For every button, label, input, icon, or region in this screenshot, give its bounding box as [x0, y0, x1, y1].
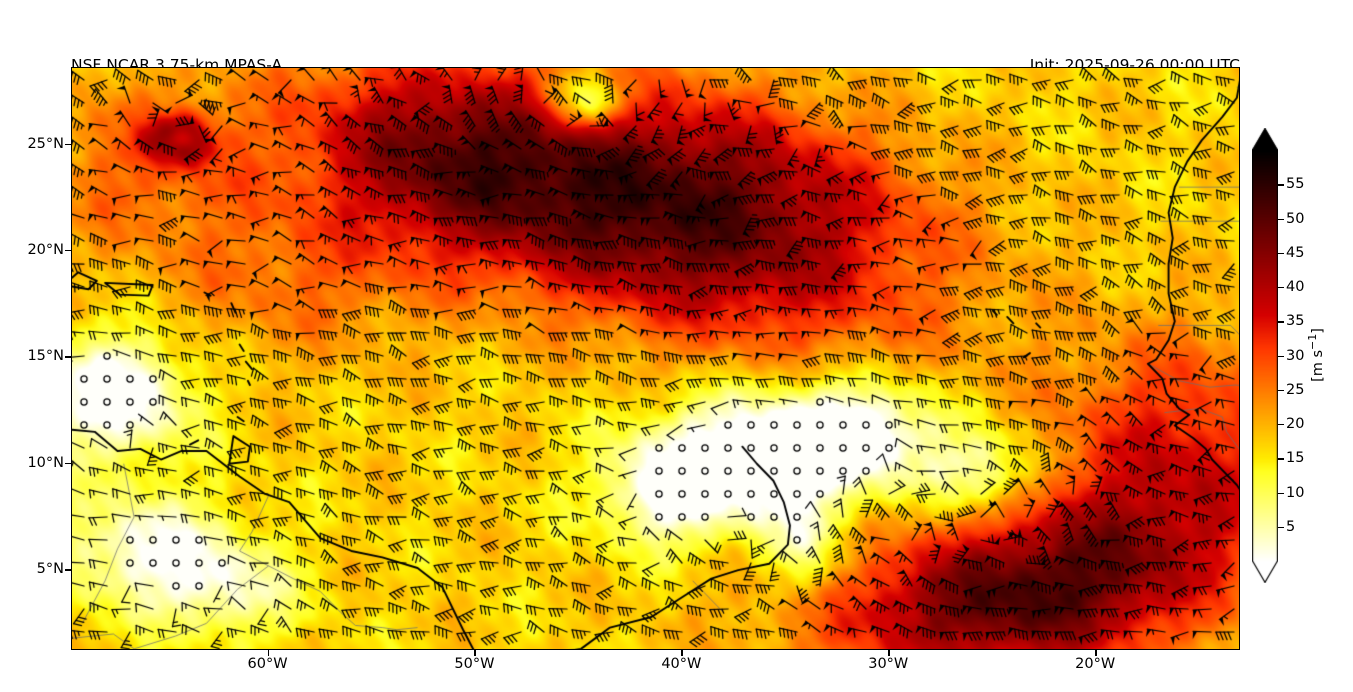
colorbar-tick-35: 35 [1286, 313, 1305, 330]
colorbar-tickmark [1278, 424, 1284, 426]
colorbar-tickmark [1278, 252, 1284, 255]
colorbar-tick-45: 45 [1286, 244, 1305, 261]
lon-tick-40°W: 40°W [661, 656, 702, 672]
lat-tickmark [65, 249, 71, 252]
colorbar-tickmark [1278, 218, 1284, 220]
lat-tickmark [65, 462, 71, 465]
lon-tickmark [1095, 650, 1097, 656]
lon-tickmark [474, 650, 476, 656]
latitude-axis: 5°N 10°N 15°N 20°N 25°N [0, 0, 64, 692]
colorbar-tickmark [1278, 526, 1284, 529]
lon-tickmark [888, 650, 890, 656]
lon-tickmark [681, 650, 683, 656]
lon-tick-60°W: 60°W [247, 656, 288, 672]
colorbar-tickmark [1278, 458, 1284, 460]
lat-tick-15°N: 15°N [27, 348, 64, 365]
lat-tickmark [65, 569, 71, 571]
lat-tickmark [65, 356, 71, 358]
shear-field-map [72, 68, 1239, 649]
lat-tickmark [65, 143, 71, 145]
colorbar-tick-15: 15 [1286, 450, 1305, 467]
lat-tick-25°N: 25°N [27, 135, 64, 152]
colorbar-axis-label: [m s−1] [1306, 328, 1326, 382]
colorbar-tick-5: 5 [1286, 518, 1296, 535]
colorbar-tick-40: 40 [1286, 279, 1305, 295]
colorbar-tick-20: 20 [1286, 416, 1305, 432]
map-plot-area [71, 67, 1240, 650]
lon-tick-50°W: 50°W [454, 656, 495, 672]
colorbar-tickmark [1278, 492, 1284, 494]
colorbar-tick-30: 30 [1286, 347, 1305, 364]
colorbar-tick-25: 25 [1286, 381, 1305, 398]
lat-tick-20°N: 20°N [27, 241, 64, 258]
colorbar-tickmark [1278, 389, 1284, 392]
colorbar-tickmark [1278, 355, 1284, 357]
colorbar-tickmark [1278, 287, 1284, 289]
lon-tickmark [267, 650, 269, 656]
colorbar [1252, 128, 1278, 583]
colorbar-tickmark [1278, 184, 1284, 186]
colorbar-tickmark [1278, 321, 1284, 323]
lon-tick-30°W: 30°W [868, 656, 909, 672]
colorbar-gradient [1252, 128, 1278, 583]
colorbar-tick-50: 50 [1286, 210, 1305, 227]
colorbar-tick-55: 55 [1286, 176, 1305, 193]
lat-tick-5°N: 5°N [36, 561, 64, 578]
lat-tick-10°N: 10°N [27, 454, 64, 471]
colorbar-tick-10: 10 [1286, 484, 1305, 501]
lon-tick-20°W: 20°W [1075, 656, 1116, 672]
